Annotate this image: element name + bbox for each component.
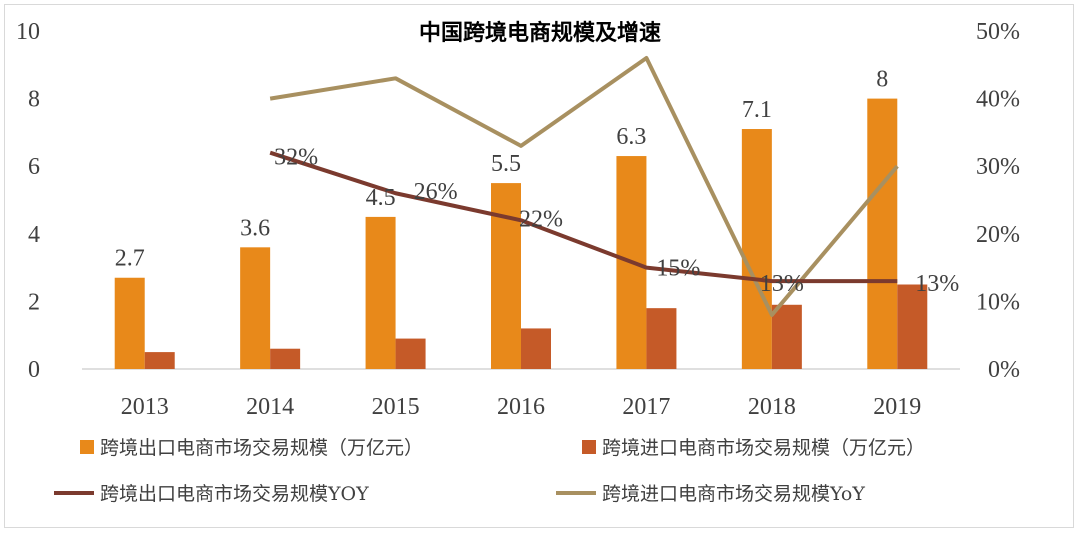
export-bar: [741, 129, 772, 369]
y-left-tick-label: 6: [28, 154, 40, 180]
y-right-tick-label: 0%: [988, 357, 1020, 383]
x-tick-label: 2014: [246, 394, 294, 420]
lines: [269, 56, 899, 317]
import-yoy-line: [269, 56, 899, 317]
export-bar-label: 7.1: [742, 97, 772, 123]
export-yoy-label: 22%: [519, 206, 563, 232]
y-right-tick-label: 40%: [976, 87, 1020, 113]
y-left-tick-label: 4: [28, 222, 40, 248]
export-yoy-label: 26%: [414, 179, 458, 205]
y-right-tick-label: 10%: [976, 289, 1020, 315]
x-tick-label: 2016: [497, 394, 545, 420]
export-bar-label: 3.6: [240, 215, 270, 241]
export-yoy-label: 13%: [760, 271, 804, 297]
export-yoy-line: [269, 150, 898, 284]
y-right-tick-label: 50%: [976, 19, 1020, 45]
export-yoy-label: 32%: [274, 145, 318, 171]
legend-export-yoy-label: 跨境出口电商市场交易规模YOY: [100, 483, 369, 505]
export-bar: [867, 98, 898, 369]
import-bar: [521, 328, 551, 369]
axes: 0 2 4 6 8 10 0% 10% 20% 30% 40% 50% 2013 2014 2015 2016…: [16, 19, 1020, 420]
legend-export-swatch: [80, 440, 94, 454]
export-bar-label: 4.5: [366, 185, 396, 211]
export-yoy-label: 13%: [915, 271, 959, 297]
y-left-tick-label: 0: [28, 357, 40, 383]
export-yoy-label: 15%: [656, 256, 700, 282]
import-bar: [395, 338, 426, 369]
chart-title: 中国跨境电商规模及增速: [419, 20, 661, 46]
export-bar-label: 5.5: [491, 151, 521, 177]
x-tick-label: 2019: [873, 394, 921, 420]
import-bar: [646, 308, 677, 369]
export-bar-label: 2.7: [115, 246, 145, 272]
export-bar: [365, 216, 396, 369]
export-bar-label: 8: [876, 67, 888, 93]
x-tick-label: 2018: [748, 394, 796, 420]
export-bar: [114, 277, 145, 369]
legend-export-label: 跨境出口电商市场交易规模（万亿元）: [100, 437, 423, 459]
export-bar: [240, 247, 271, 369]
x-tick-label: 2015: [372, 394, 420, 420]
legend-import-label: 跨境进口电商市场交易规模（万亿元）: [602, 437, 925, 459]
bars: [114, 98, 928, 369]
x-tick-label: 2013: [121, 394, 169, 420]
x-tick-label: 2017: [622, 394, 670, 420]
import-bar: [771, 304, 802, 369]
import-bar: [144, 352, 175, 369]
y-left-tick-label: 8: [28, 87, 40, 113]
import-bar: [897, 284, 928, 369]
y-right-tick-label: 20%: [976, 222, 1020, 248]
data-labels: 2.7 3.6 4.5 5.5 6.3 7.1 8 32% 26% 22% 15% 13% 13%: [115, 67, 960, 298]
y-right-tick-label: 30%: [976, 154, 1020, 180]
y-left-tick-label: 10: [16, 19, 40, 45]
export-bar: [491, 183, 521, 369]
legend-import-swatch: [582, 440, 596, 454]
export-bar-label: 6.3: [616, 124, 646, 150]
legend-import-yoy-label: 跨境进口电商市场交易规模YoY: [602, 483, 865, 505]
legend: 跨境出口电商市场交易规模（万亿元） 跨境进口电商市场交易规模（万亿元） 跨境出口电商…: [54, 437, 925, 505]
y-left-tick-label: 2: [28, 289, 40, 315]
import-bar: [270, 348, 301, 369]
